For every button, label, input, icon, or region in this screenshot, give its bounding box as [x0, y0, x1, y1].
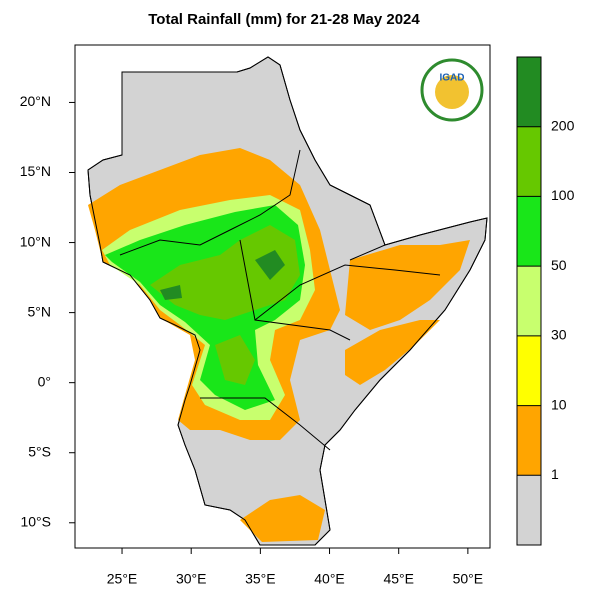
y-tick-label: 20°N	[20, 93, 51, 109]
colorbar-bin	[517, 126, 541, 197]
colorbar-label: 200	[551, 117, 575, 133]
rain-area	[255, 250, 285, 280]
colorbar-bin	[517, 335, 541, 406]
colorbar-label: 30	[551, 327, 567, 343]
borders	[119, 149, 441, 451]
rain-area	[150, 225, 300, 320]
map-land	[87, 56, 488, 546]
colorbar-bin	[517, 405, 541, 476]
rain-area	[345, 240, 470, 330]
y-tick-label: 5°N	[28, 303, 52, 319]
colorbar-frame	[516, 56, 542, 546]
colorbar-label: 100	[551, 187, 575, 203]
colorbar-bin	[517, 475, 541, 545]
colorbar-bin	[517, 57, 541, 127]
y-tick-label: 0°	[38, 373, 51, 389]
x-tick-label: 45°E	[383, 571, 414, 587]
y-tick-label: 10°S	[20, 513, 51, 529]
rain-area	[345, 320, 440, 385]
colorbar-bin	[517, 196, 541, 267]
logo: IGAD	[420, 58, 484, 122]
map-title: Total Rainfall (mm) for 21-28 May 2024	[148, 11, 420, 28]
x-tick-label: 30°E	[176, 571, 207, 587]
y-tick-label: 5°S	[28, 443, 51, 459]
colorbar-label: 10	[551, 396, 567, 412]
rain-area	[160, 285, 182, 300]
x-tick-label: 40°E	[314, 571, 345, 587]
x-tick-label: 35°E	[245, 571, 276, 587]
colorbar-bin	[517, 266, 541, 336]
map-frame	[74, 44, 491, 549]
colorbar-label: 50	[551, 257, 567, 273]
logo-center	[435, 75, 469, 109]
y-tick-label: 15°N	[20, 163, 51, 179]
logo-text: IGAD	[440, 73, 465, 84]
coastline	[87, 56, 488, 546]
x-tick-label: 25°E	[107, 571, 138, 587]
y-tick-label: 10°N	[20, 233, 51, 249]
colorbar-label: 1	[551, 466, 559, 482]
rain-area	[240, 495, 325, 542]
rain-area	[215, 335, 255, 385]
x-tick-label: 50°E	[453, 571, 484, 587]
